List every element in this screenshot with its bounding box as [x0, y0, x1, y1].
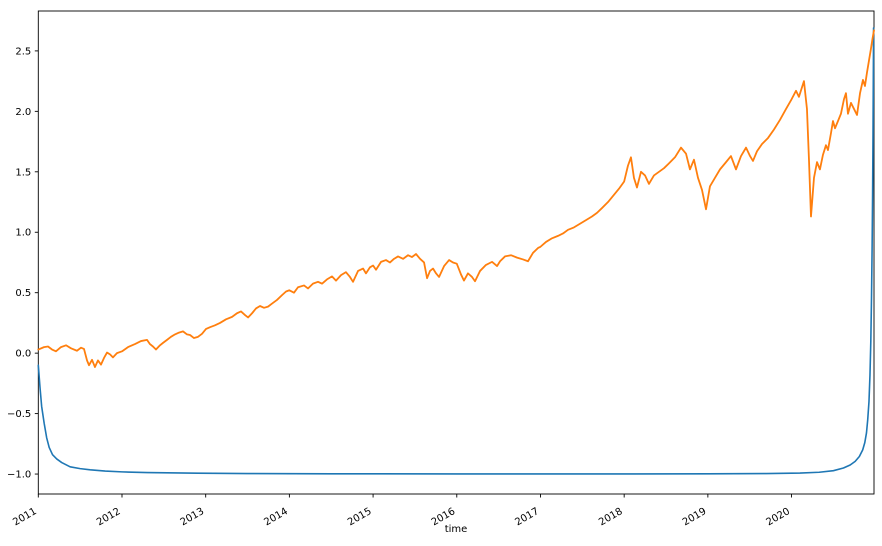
- blue-bathtub-curve-path: [37, 27, 875, 475]
- x-tick-label: 2019: [681, 506, 709, 528]
- x-tick-label: 2014: [262, 506, 290, 528]
- orange-cumulative-return-curve-path: [37, 29, 875, 368]
- y-tick-label: −1.0: [7, 470, 31, 481]
- x-tick-label: 2011: [11, 506, 39, 528]
- y-tick-label: −0.5: [7, 409, 31, 420]
- x-tick-label: 2016: [430, 506, 458, 528]
- x-tick-label: 2015: [346, 506, 374, 528]
- y-tick-label: 1.5: [15, 167, 31, 178]
- x-tick-label: 2013: [179, 506, 207, 528]
- plot-border: [37, 10, 875, 495]
- x-tick-label: 2017: [513, 506, 541, 528]
- y-tick-label: 2.5: [15, 46, 31, 57]
- x-tick-label: 2020: [765, 506, 793, 528]
- x-tick-label: 2018: [597, 506, 625, 528]
- y-tick-label: 0.5: [15, 288, 31, 299]
- y-tick-label: 1.0: [15, 228, 31, 239]
- y-tick-label: 0.0: [15, 349, 31, 360]
- x-tick-label: 2012: [95, 506, 123, 528]
- y-tick-label: 2.0: [15, 107, 31, 118]
